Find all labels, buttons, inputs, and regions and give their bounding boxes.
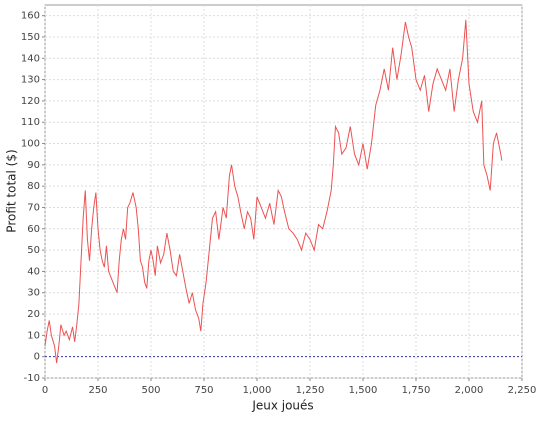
y-tick-label: 70 bbox=[27, 202, 40, 213]
y-tick-label: 120 bbox=[21, 96, 40, 107]
plot-area bbox=[44, 4, 523, 379]
y-tick-label: 90 bbox=[27, 160, 40, 171]
x-tick-label: 0 bbox=[42, 385, 48, 396]
y-tick-label: 80 bbox=[27, 181, 40, 192]
y-tick-label: 10 bbox=[27, 330, 40, 341]
y-tick-label: 150 bbox=[21, 32, 40, 43]
x-tick-label: 1,000 bbox=[243, 385, 272, 396]
y-tick-label: -10 bbox=[24, 373, 40, 384]
y-tick-label: 20 bbox=[27, 309, 40, 320]
series-line bbox=[44, 19, 503, 364]
y-tick-label: 60 bbox=[27, 224, 40, 235]
y-tick-label: 100 bbox=[21, 139, 40, 150]
y-tick-label: 50 bbox=[27, 245, 40, 256]
x-tick-label: 2,250 bbox=[508, 385, 537, 396]
x-tick-label: 1,750 bbox=[402, 385, 431, 396]
y-tick-label: 140 bbox=[21, 53, 40, 64]
x-axis-label: Jeux joués bbox=[251, 399, 313, 413]
y-tick-label: 40 bbox=[27, 266, 40, 277]
y-tick-label: 130 bbox=[21, 75, 40, 86]
y-tick-label: 30 bbox=[27, 288, 40, 299]
x-tick-label: 1,500 bbox=[349, 385, 378, 396]
x-tick-label: 2,000 bbox=[455, 385, 484, 396]
y-axis-label: Profit total ($) bbox=[5, 149, 19, 232]
y-tick-label: 0 bbox=[34, 352, 40, 363]
x-tick-label: 750 bbox=[194, 385, 213, 396]
y-tick-label: 160 bbox=[21, 11, 40, 22]
x-tick-label: 250 bbox=[88, 385, 107, 396]
y-tick-label: 110 bbox=[21, 117, 40, 128]
x-tick-label: 500 bbox=[141, 385, 160, 396]
x-tick-label: 1,250 bbox=[296, 385, 325, 396]
